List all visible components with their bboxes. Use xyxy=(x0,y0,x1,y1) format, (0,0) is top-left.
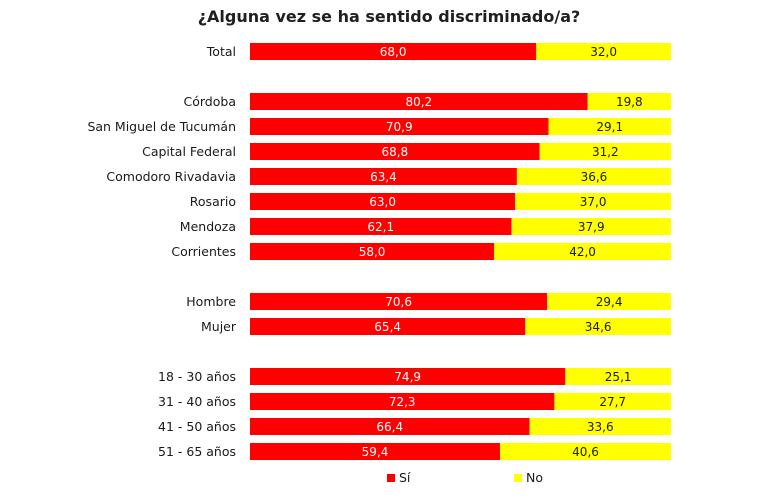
data-label-no: 36,6 xyxy=(581,170,608,184)
category-label: 51 - 65 años xyxy=(158,444,236,459)
bar-si xyxy=(250,143,540,160)
data-label-si: 74,9 xyxy=(394,370,421,384)
data-label-si: 65,4 xyxy=(374,320,401,334)
bar-no xyxy=(536,43,671,60)
category-label: Total xyxy=(206,44,236,59)
bar-no xyxy=(547,293,671,310)
category-label: Rosario xyxy=(190,194,236,209)
category-label: Hombre xyxy=(186,294,236,309)
bar-no xyxy=(529,418,671,435)
bar-si xyxy=(250,218,512,235)
bar-no xyxy=(587,93,671,110)
bar-no xyxy=(565,368,671,385)
data-label-si: 59,4 xyxy=(362,445,389,459)
bar-no xyxy=(515,193,671,210)
category-label: 41 - 50 años xyxy=(158,419,236,434)
data-label-no: 33,6 xyxy=(587,420,614,434)
data-label-si: 72,3 xyxy=(389,395,416,409)
data-label-si: 66,4 xyxy=(376,420,403,434)
data-label-si: 62,1 xyxy=(367,220,394,234)
category-label: Corrientes xyxy=(171,244,236,259)
data-label-no: 31,2 xyxy=(592,145,619,159)
bar-si xyxy=(250,168,517,185)
legend-label-si: Sí xyxy=(399,470,411,485)
data-label-si: 70,6 xyxy=(385,295,412,309)
bar-si xyxy=(250,93,588,110)
data-label-si: 63,4 xyxy=(370,170,397,184)
category-label: Mujer xyxy=(201,319,237,334)
data-label-no: 37,0 xyxy=(580,195,607,209)
legend-swatch-no xyxy=(514,474,522,482)
data-label-no: 40,6 xyxy=(572,445,599,459)
bar-no xyxy=(539,143,671,160)
category-label: San Miguel de Tucumán xyxy=(87,119,236,134)
legend-label-no: No xyxy=(526,470,543,485)
bar-si xyxy=(250,318,526,335)
data-label-si: 68,0 xyxy=(380,45,407,59)
bar-si xyxy=(250,193,516,210)
data-label-no: 29,4 xyxy=(596,295,623,309)
bar-si xyxy=(250,368,566,385)
data-label-no: 29,1 xyxy=(596,120,623,134)
bar-no xyxy=(548,118,671,135)
category-label: 18 - 30 años xyxy=(158,369,236,384)
bar-si xyxy=(250,418,530,435)
bar-si xyxy=(250,118,549,135)
data-label-no: 25,1 xyxy=(605,370,632,384)
data-label-no: 32,0 xyxy=(590,45,617,59)
bar-no xyxy=(511,218,671,235)
bar-no xyxy=(500,443,671,460)
data-label-no: 27,7 xyxy=(599,395,626,409)
category-label: Mendoza xyxy=(180,219,236,234)
data-label-no: 37,9 xyxy=(578,220,605,234)
category-label: 31 - 40 años xyxy=(158,394,236,409)
data-label-si: 63,0 xyxy=(369,195,396,209)
data-label-no: 42,0 xyxy=(569,245,596,259)
bar-no xyxy=(516,168,671,185)
bar-si xyxy=(250,443,501,460)
data-label-si: 80,2 xyxy=(405,95,432,109)
bar-no xyxy=(494,243,671,260)
bar-si xyxy=(250,293,548,310)
bar-si xyxy=(250,243,495,260)
category-label: Comodoro Rivadavia xyxy=(106,169,236,184)
data-label-no: 34,6 xyxy=(585,320,612,334)
category-label: Córdoba xyxy=(184,94,236,109)
data-label-si: 68,8 xyxy=(381,145,408,159)
chart-title: ¿Alguna vez se ha sentido discriminado/a… xyxy=(197,7,581,26)
data-label-si: 70,9 xyxy=(386,120,413,134)
legend-swatch-si xyxy=(387,474,395,482)
data-label-no: 19,8 xyxy=(616,95,643,109)
bar-no xyxy=(525,318,671,335)
bar-no xyxy=(554,393,671,410)
bar-si xyxy=(250,393,555,410)
bar-si xyxy=(250,43,537,60)
data-label-si: 58,0 xyxy=(359,245,386,259)
category-label: Capital Federal xyxy=(142,144,236,159)
